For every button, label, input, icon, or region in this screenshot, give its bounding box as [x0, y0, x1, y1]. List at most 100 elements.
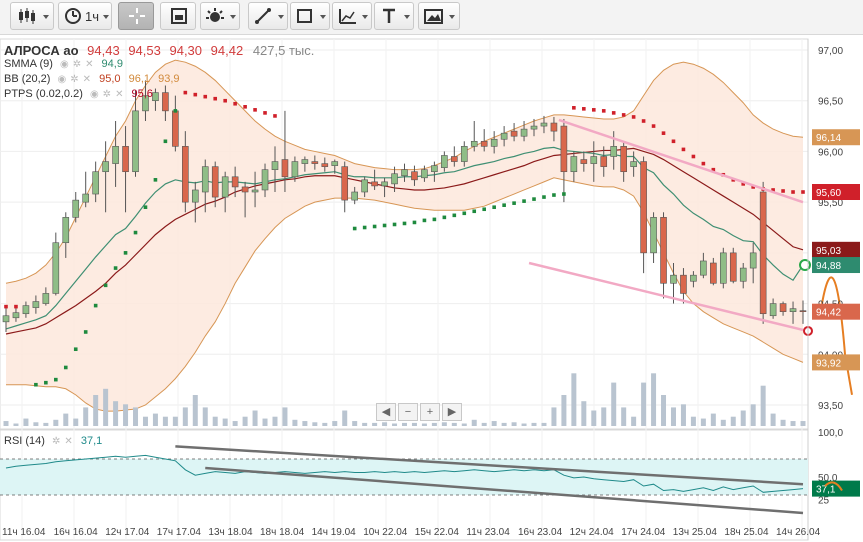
- time-tick-label: 17ч 17.04: [157, 527, 202, 538]
- candle-body: [560, 125, 568, 173]
- candle-body: [301, 159, 309, 164]
- ptps-dot: [143, 205, 148, 210]
- ptps-dot: [193, 92, 198, 97]
- candle: [92, 161, 99, 203]
- candle-body: [710, 262, 717, 284]
- price-axis-badge: 94,42: [812, 303, 860, 320]
- gear-icon[interactable]: ✲: [52, 436, 61, 447]
- candle-body: [311, 161, 319, 164]
- candle: [251, 171, 259, 208]
- volume-bar: [282, 407, 288, 426]
- time-tick-label: 18ч 25.04: [724, 527, 769, 538]
- candle: [739, 263, 747, 289]
- ptps-dot: [412, 220, 417, 225]
- interval-button[interactable]: 1ч: [58, 2, 112, 30]
- scroll-right-button[interactable]: ▶: [442, 403, 462, 421]
- shapes-button[interactable]: [290, 2, 330, 30]
- ptps-dot: [123, 251, 128, 255]
- scroll-left-button[interactable]: ◀: [376, 403, 396, 421]
- candle-body: [779, 303, 787, 312]
- candle-body: [510, 130, 518, 137]
- indicators-button[interactable]: [200, 2, 240, 30]
- gear-icon[interactable]: ✲: [70, 74, 79, 85]
- frame-button[interactable]: [160, 2, 196, 30]
- ptps-dot: [681, 147, 686, 152]
- candle: [719, 247, 727, 289]
- ptps-dot: [372, 224, 377, 229]
- candle: [142, 80, 149, 121]
- rsi-label: RSI (14): [4, 435, 45, 447]
- candle: [281, 110, 289, 192]
- time-tick-label: 13ч 18.04: [208, 527, 253, 538]
- ptps-dot: [532, 197, 536, 201]
- draw-line-button[interactable]: [248, 2, 288, 30]
- ptps-dot: [562, 192, 566, 196]
- ptps-dot: [382, 223, 387, 228]
- volume-bar: [551, 407, 557, 426]
- close-icon[interactable]: ✕: [64, 436, 73, 447]
- close-icon[interactable]: ✕: [115, 89, 124, 100]
- candle: [301, 156, 309, 172]
- volume-bar: [53, 419, 59, 426]
- zoom-in-button[interactable]: +: [420, 403, 440, 421]
- time-tick-label: 10ч 22.04: [363, 527, 408, 538]
- candle-body: [142, 95, 149, 112]
- chart-type-button[interactable]: [10, 2, 54, 30]
- candle: [162, 85, 169, 121]
- eye-icon[interactable]: ◉: [57, 74, 67, 85]
- candle: [540, 115, 548, 134]
- ptps-dot: [44, 380, 48, 385]
- price-badge-label: 94,88: [816, 261, 841, 272]
- candle-body: [700, 260, 707, 276]
- close-icon[interactable]: ✕: [85, 59, 94, 70]
- candle: [32, 295, 40, 314]
- volume-bar: [651, 373, 657, 426]
- low-value: 94,30: [169, 43, 203, 58]
- rsi-value: 37,1: [80, 435, 103, 447]
- candle-body: [231, 176, 239, 188]
- volume-bar: [322, 422, 328, 426]
- time-tick-label: 13ч 25.04: [673, 527, 718, 538]
- candle-body: [102, 161, 109, 173]
- volume-bar: [750, 404, 756, 426]
- candle: [72, 192, 80, 223]
- image-button[interactable]: [418, 2, 460, 30]
- volume-bar: [531, 422, 537, 426]
- ptps-dot: [213, 96, 218, 101]
- ptps-dot: [741, 182, 746, 186]
- crosshair-button[interactable]: [118, 2, 154, 30]
- candle: [152, 88, 159, 111]
- volume-bar: [631, 416, 637, 426]
- candle-body: [610, 146, 618, 157]
- gear-icon[interactable]: ✲: [102, 89, 112, 100]
- volume-bar: [670, 407, 676, 426]
- candle: [650, 212, 657, 263]
- gear-icon[interactable]: ✲: [72, 59, 82, 70]
- volume-bar: [581, 401, 587, 426]
- ptps-dot: [791, 190, 795, 194]
- candle: [112, 121, 119, 187]
- volume-bar: [212, 416, 218, 426]
- ptps-dot: [621, 113, 626, 117]
- candle-body: [540, 122, 548, 127]
- candle-body: [321, 163, 329, 167]
- fib-button[interactable]: [332, 2, 372, 30]
- volume-bar: [700, 418, 706, 426]
- candle: [570, 151, 578, 182]
- ptps-dot: [73, 347, 78, 352]
- text-button[interactable]: [374, 2, 414, 30]
- eye-icon[interactable]: ◉: [89, 89, 99, 100]
- zoom-out-button[interactable]: −: [398, 403, 418, 421]
- candle-body: [211, 166, 219, 198]
- candle: [700, 252, 707, 279]
- close-icon[interactable]: ✕: [82, 74, 92, 85]
- eye-icon[interactable]: ◉: [59, 59, 69, 70]
- rsi-line: [5, 454, 804, 493]
- candle-body: [620, 146, 627, 173]
- ptps-dot: [502, 203, 506, 207]
- chart-area[interactable]: 97,0096,5096,0095,5095,0094,5094,0093,50…: [0, 35, 863, 542]
- volume-bar: [730, 416, 736, 426]
- ptps-dot: [542, 195, 546, 199]
- candle-body: [680, 274, 687, 294]
- candle-body: [182, 146, 189, 203]
